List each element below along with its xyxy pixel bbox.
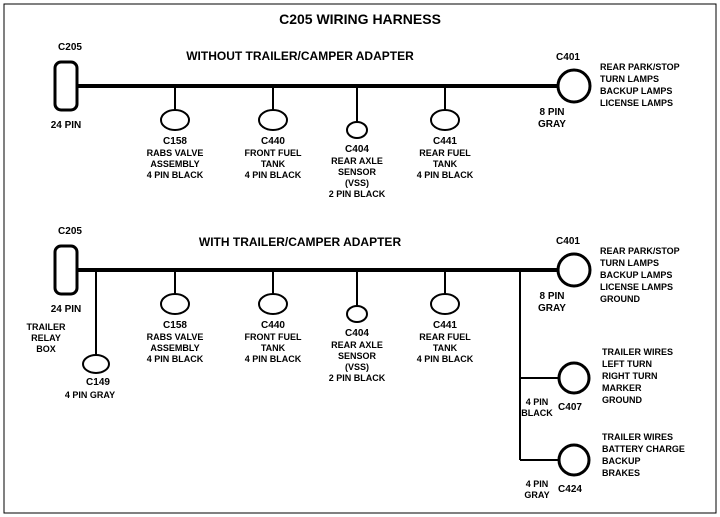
pin-c205: 24 PIN: [51, 304, 82, 315]
svg-text:4 PIN BLACK: 4 PIN BLACK: [147, 354, 204, 364]
svg-text:4 PIN BLACK: 4 PIN BLACK: [417, 354, 474, 364]
subtitle-with: WITH TRAILER/CAMPER ADAPTER: [199, 235, 402, 249]
label-c149: C149: [86, 377, 110, 388]
connector-c158: [161, 294, 189, 314]
wiring-diagram: C205 WIRING HARNESS WITHOUT TRAILER/CAMPE…: [0, 0, 720, 517]
connector-c407: [559, 363, 589, 393]
pin-c205: 24 PIN: [51, 120, 82, 131]
svg-text:BACKUP: BACKUP: [602, 456, 641, 466]
connector-c440: [259, 110, 287, 130]
svg-text:BOX: BOX: [36, 344, 56, 354]
svg-text:REAR FUEL: REAR FUEL: [419, 148, 471, 158]
connector-c404: [347, 122, 367, 138]
svg-text:4 PIN GRAY: 4 PIN GRAY: [65, 390, 115, 400]
svg-text:FRONT FUEL: FRONT FUEL: [245, 332, 302, 342]
svg-text:RABS VALVE: RABS VALVE: [147, 332, 204, 342]
svg-text:8 PIN: 8 PIN: [539, 107, 564, 118]
label-c404: C404: [345, 328, 369, 339]
connector-c404: [347, 306, 367, 322]
connector-c149: [83, 355, 109, 373]
svg-text:ASSEMBLY: ASSEMBLY: [150, 159, 199, 169]
label-c401: C401: [556, 52, 580, 63]
svg-text:(VSS): (VSS): [345, 362, 369, 372]
label-c404: C404: [345, 144, 369, 155]
connector-c205: [55, 246, 77, 294]
label-c205: C205: [58, 42, 82, 53]
connector-c441: [431, 294, 459, 314]
svg-text:REAR PARK/STOP: REAR PARK/STOP: [600, 62, 680, 72]
svg-text:4 PIN BLACK: 4 PIN BLACK: [147, 170, 204, 180]
svg-text:REAR FUEL: REAR FUEL: [419, 332, 471, 342]
page-title: C205 WIRING HARNESS: [279, 11, 441, 27]
svg-text:LEFT TURN: LEFT TURN: [602, 359, 652, 369]
svg-text:TANK: TANK: [433, 159, 458, 169]
svg-text:BRAKES: BRAKES: [602, 468, 640, 478]
connector-c441: [431, 110, 459, 130]
label-c440: C440: [261, 320, 285, 331]
label-c205: C205: [58, 226, 82, 237]
svg-text:BLACK: BLACK: [521, 408, 553, 418]
label-c407: C407: [558, 402, 582, 413]
svg-text:GRAY: GRAY: [524, 490, 549, 500]
svg-text:SENSOR: SENSOR: [338, 351, 377, 361]
svg-text:(VSS): (VSS): [345, 178, 369, 188]
svg-text:8 PIN: 8 PIN: [539, 291, 564, 302]
label-c441: C441: [433, 136, 457, 147]
svg-text:GRAY: GRAY: [538, 303, 566, 314]
label-c424: C424: [558, 484, 582, 495]
svg-text:GROUND: GROUND: [600, 294, 640, 304]
label-c441: C441: [433, 320, 457, 331]
svg-text:TRAILER: TRAILER: [27, 322, 66, 332]
svg-text:SENSOR: SENSOR: [338, 167, 377, 177]
svg-text:REAR AXLE: REAR AXLE: [331, 340, 383, 350]
connector-c158: [161, 110, 189, 130]
svg-text:BATTERY CHARGE: BATTERY CHARGE: [602, 444, 685, 454]
svg-text:4 PIN BLACK: 4 PIN BLACK: [245, 354, 302, 364]
connector-c401: [558, 70, 590, 102]
connector-c424: [559, 445, 589, 475]
svg-text:4 PIN BLACK: 4 PIN BLACK: [245, 170, 302, 180]
svg-text:GRAY: GRAY: [538, 119, 566, 130]
svg-text:4 PIN BLACK: 4 PIN BLACK: [417, 170, 474, 180]
svg-text:RABS VALVE: RABS VALVE: [147, 148, 204, 158]
label-c158: C158: [163, 320, 187, 331]
svg-text:2 PIN BLACK: 2 PIN BLACK: [329, 373, 386, 383]
svg-text:GROUND: GROUND: [602, 395, 642, 405]
subtitle-without: WITHOUT TRAILER/CAMPER ADAPTER: [186, 49, 414, 63]
svg-text:TANK: TANK: [261, 343, 286, 353]
svg-text:TURN LAMPS: TURN LAMPS: [600, 258, 659, 268]
svg-text:LICENSE LAMPS: LICENSE LAMPS: [600, 282, 673, 292]
connector-c205: [55, 62, 77, 110]
svg-text:REAR PARK/STOP: REAR PARK/STOP: [600, 246, 680, 256]
label-c158: C158: [163, 136, 187, 147]
svg-text:TANK: TANK: [261, 159, 286, 169]
svg-text:RIGHT TURN: RIGHT TURN: [602, 371, 658, 381]
svg-text:REAR AXLE: REAR AXLE: [331, 156, 383, 166]
connector-c440: [259, 294, 287, 314]
svg-text:LICENSE LAMPS: LICENSE LAMPS: [600, 98, 673, 108]
svg-text:2 PIN BLACK: 2 PIN BLACK: [329, 189, 386, 199]
svg-text:RELAY: RELAY: [31, 333, 61, 343]
svg-text:FRONT FUEL: FRONT FUEL: [245, 148, 302, 158]
svg-text:BACKUP LAMPS: BACKUP LAMPS: [600, 86, 672, 96]
svg-text:BACKUP LAMPS: BACKUP LAMPS: [600, 270, 672, 280]
svg-text:MARKER: MARKER: [602, 383, 642, 393]
svg-text:TANK: TANK: [433, 343, 458, 353]
svg-text:4 PIN: 4 PIN: [526, 397, 549, 407]
svg-text:4 PIN: 4 PIN: [526, 479, 549, 489]
svg-text:TURN LAMPS: TURN LAMPS: [600, 74, 659, 84]
connector-c401: [558, 254, 590, 286]
svg-text:ASSEMBLY: ASSEMBLY: [150, 343, 199, 353]
svg-text:TRAILER WIRES: TRAILER WIRES: [602, 347, 673, 357]
label-c401: C401: [556, 236, 580, 247]
label-c440: C440: [261, 136, 285, 147]
svg-text:TRAILER WIRES: TRAILER WIRES: [602, 432, 673, 442]
